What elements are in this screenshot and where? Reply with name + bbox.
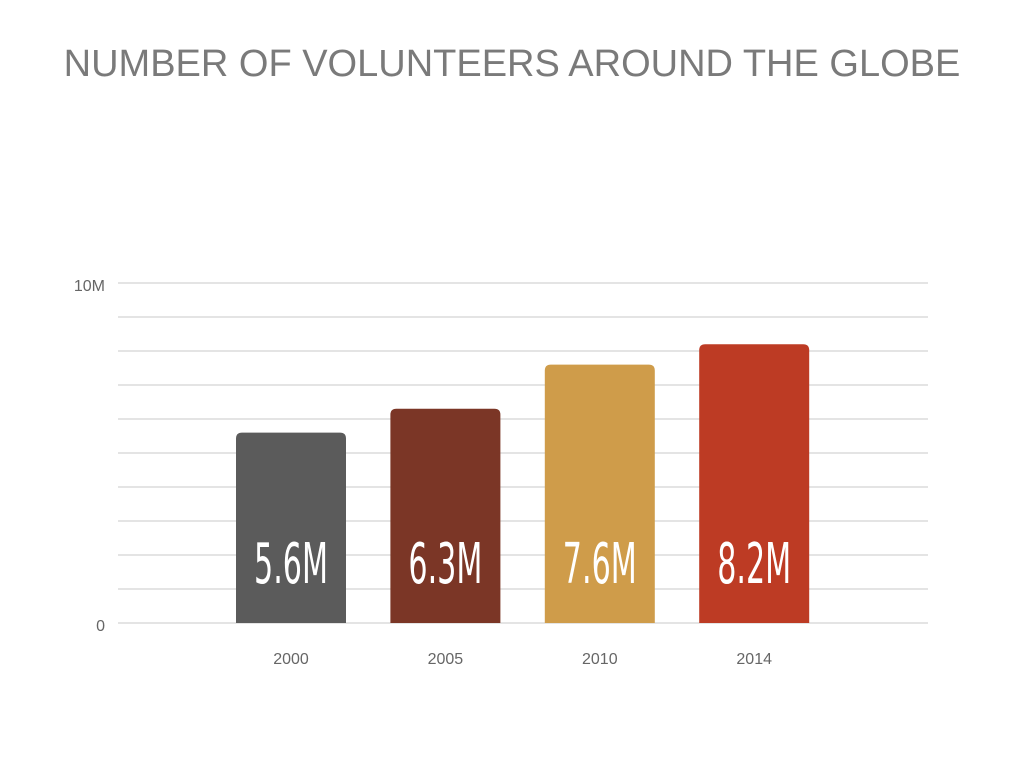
x-tick-label: 2010 [582, 651, 618, 668]
y-tick-label: 10M [74, 278, 105, 295]
x-tick-label: 2000 [273, 651, 309, 668]
chart-title: NUMBER OF VOLUNTEERS AROUND THE GLOBE [64, 43, 961, 85]
bar [699, 344, 810, 623]
value-label: 5.6M [254, 532, 328, 597]
x-tick-label: 2014 [736, 651, 772, 668]
bar [390, 408, 501, 623]
bar [544, 364, 655, 623]
value-label: 6.3M [408, 532, 482, 597]
y-tick-label: 0 [96, 618, 105, 635]
x-tick-label: 2005 [428, 651, 464, 668]
bar [236, 432, 346, 623]
value-label: 7.6M [563, 532, 637, 597]
value-label: 8.2M [717, 532, 791, 597]
